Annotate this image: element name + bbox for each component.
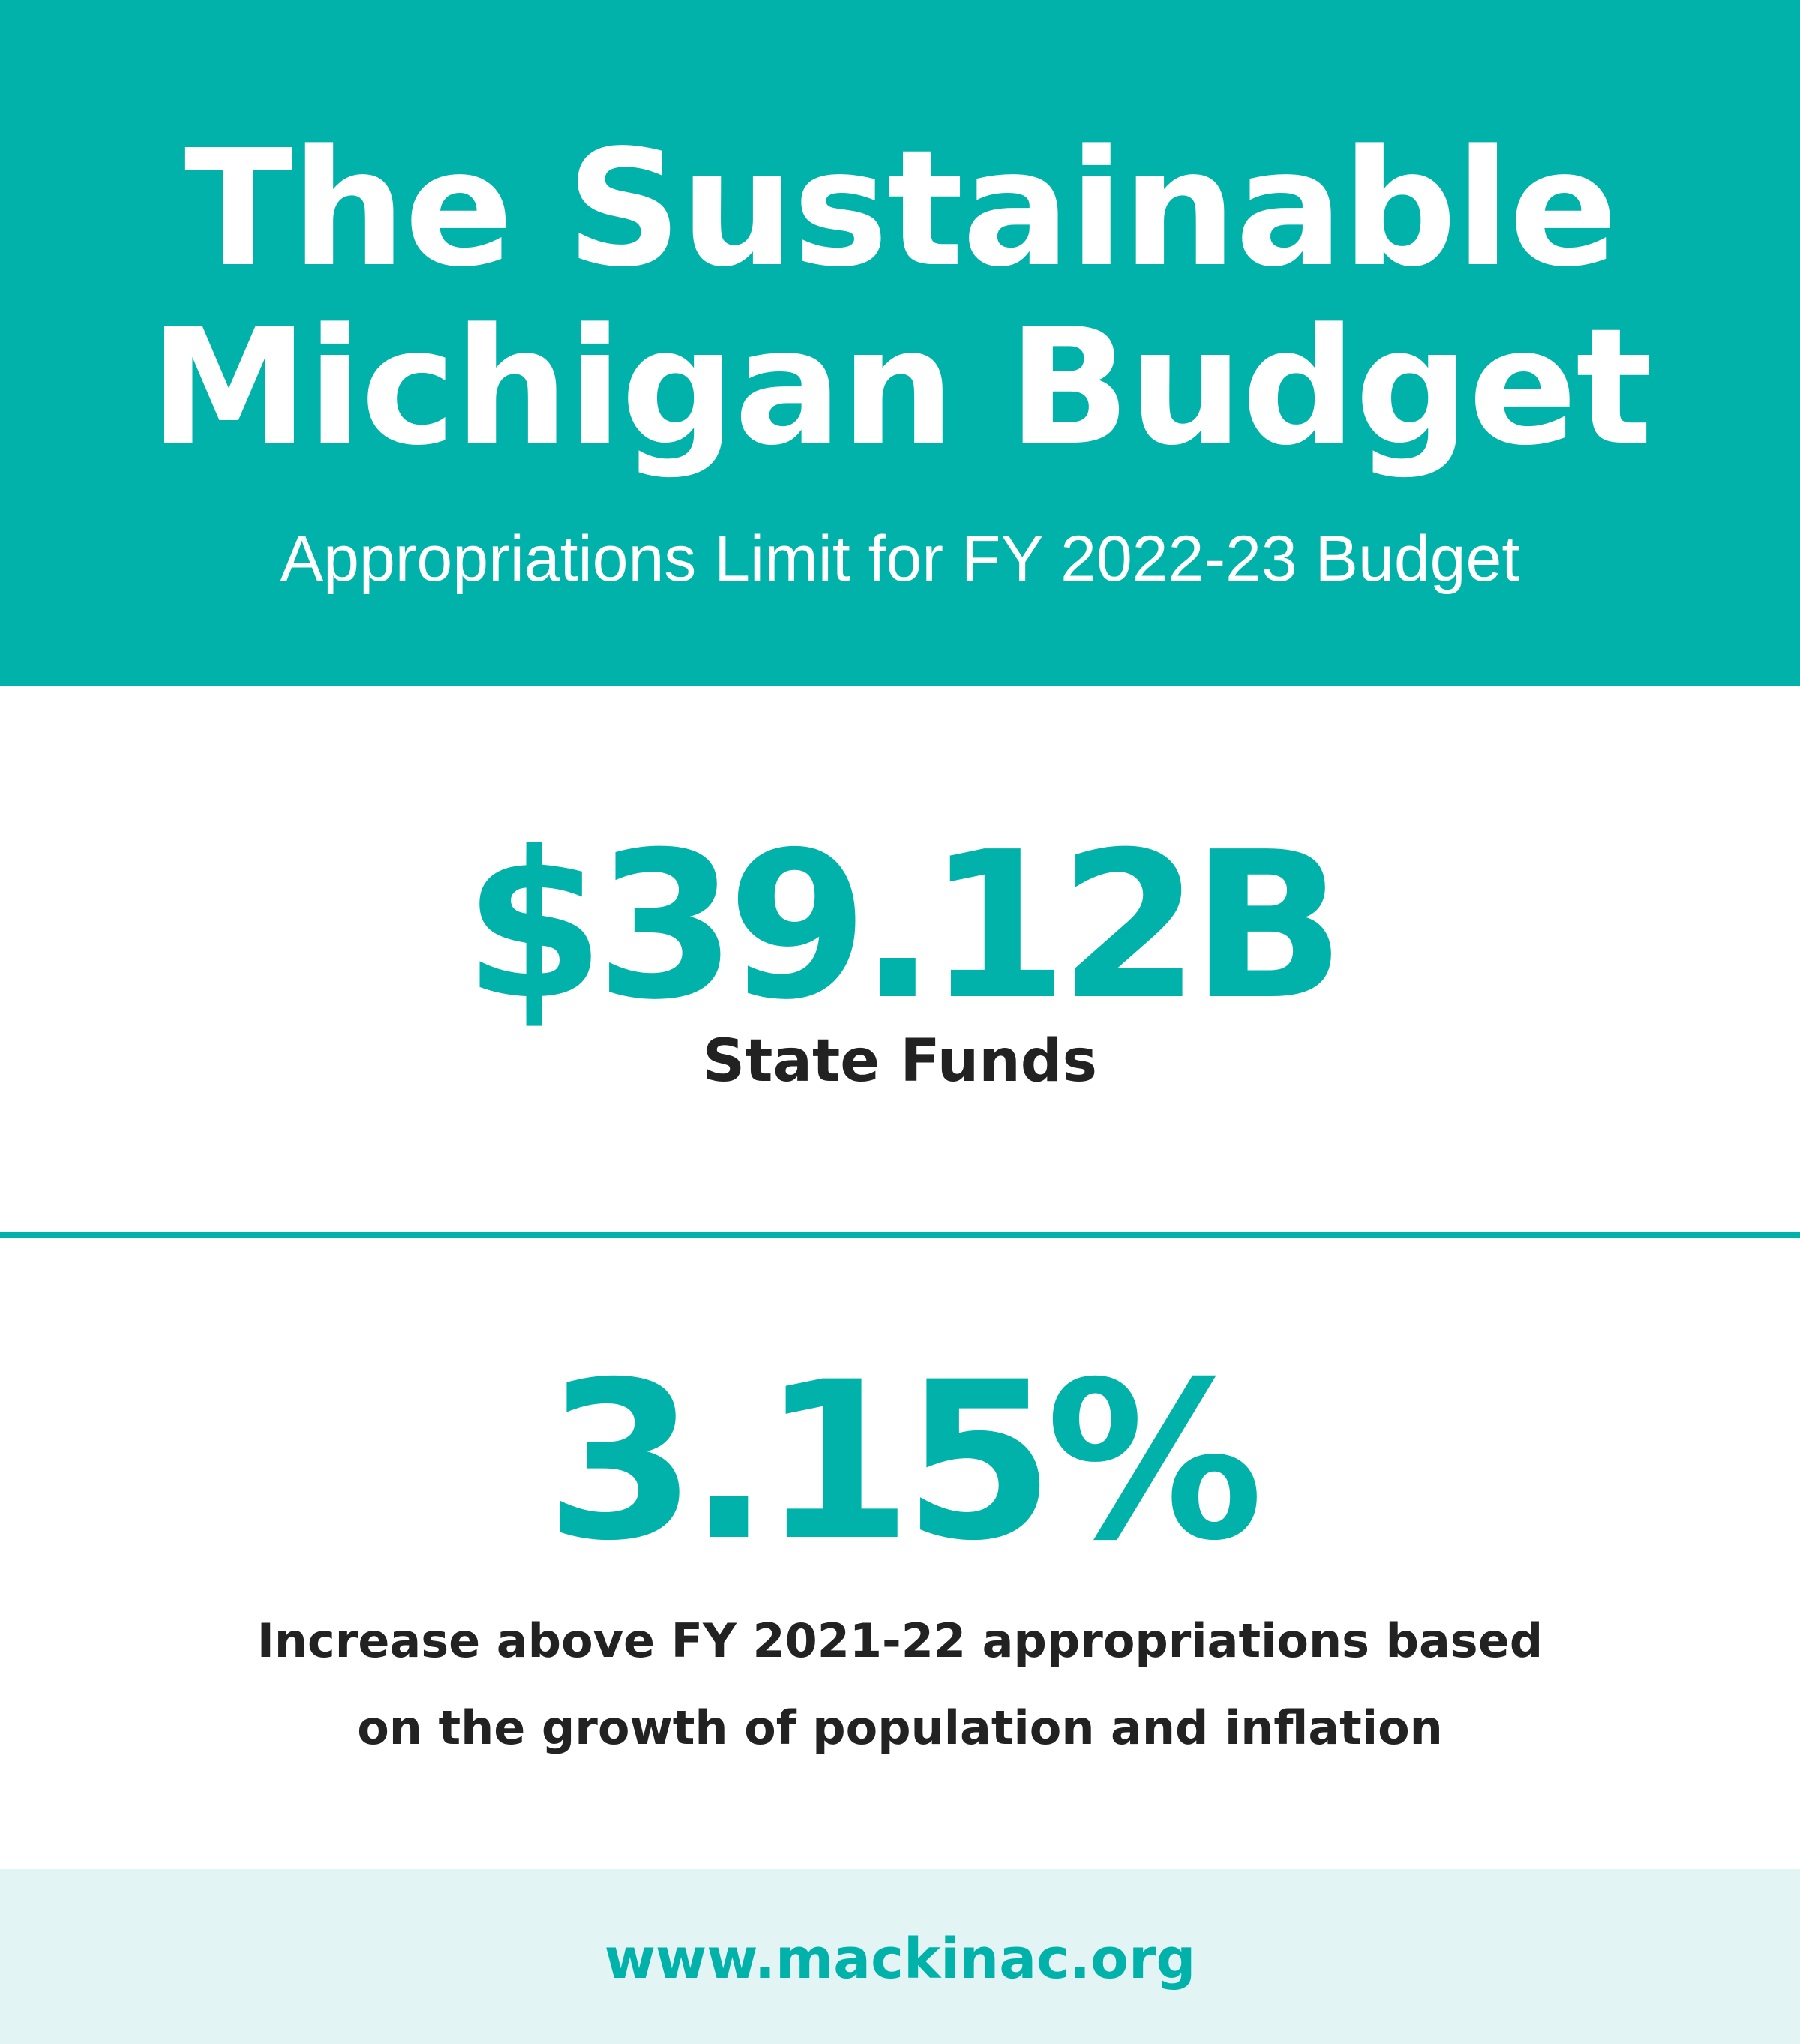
increase-description-line-2: on the growth of population and inflatio… [357,1700,1443,1755]
title-line-2: Michigan Budget [148,294,1653,481]
footer-bar: www.mackinac.org [0,1869,1800,2044]
state-funds-label: State Funds [702,1028,1098,1095]
header-banner: The Sustainable Michigan Budget Appropri… [0,0,1800,686]
website-link[interactable]: www.mackinac.org [604,1927,1196,1991]
increase-description-line-1: Increase above FY 2021-22 appropriations… [256,1613,1544,1668]
title-line-1: The Sustainable [183,116,1618,302]
state-funds-value: $39.12B [464,808,1346,1044]
increase-description: Increase above FY 2021-22 appropriations… [0,1598,1800,1772]
increase-percent-value: 3.15% [544,1336,1264,1589]
page-title: The Sustainable Michigan Budget [0,120,1800,477]
section-divider [0,1232,1800,1238]
page-subtitle: Appropriations Limit for FY 2022-23 Budg… [280,523,1520,595]
